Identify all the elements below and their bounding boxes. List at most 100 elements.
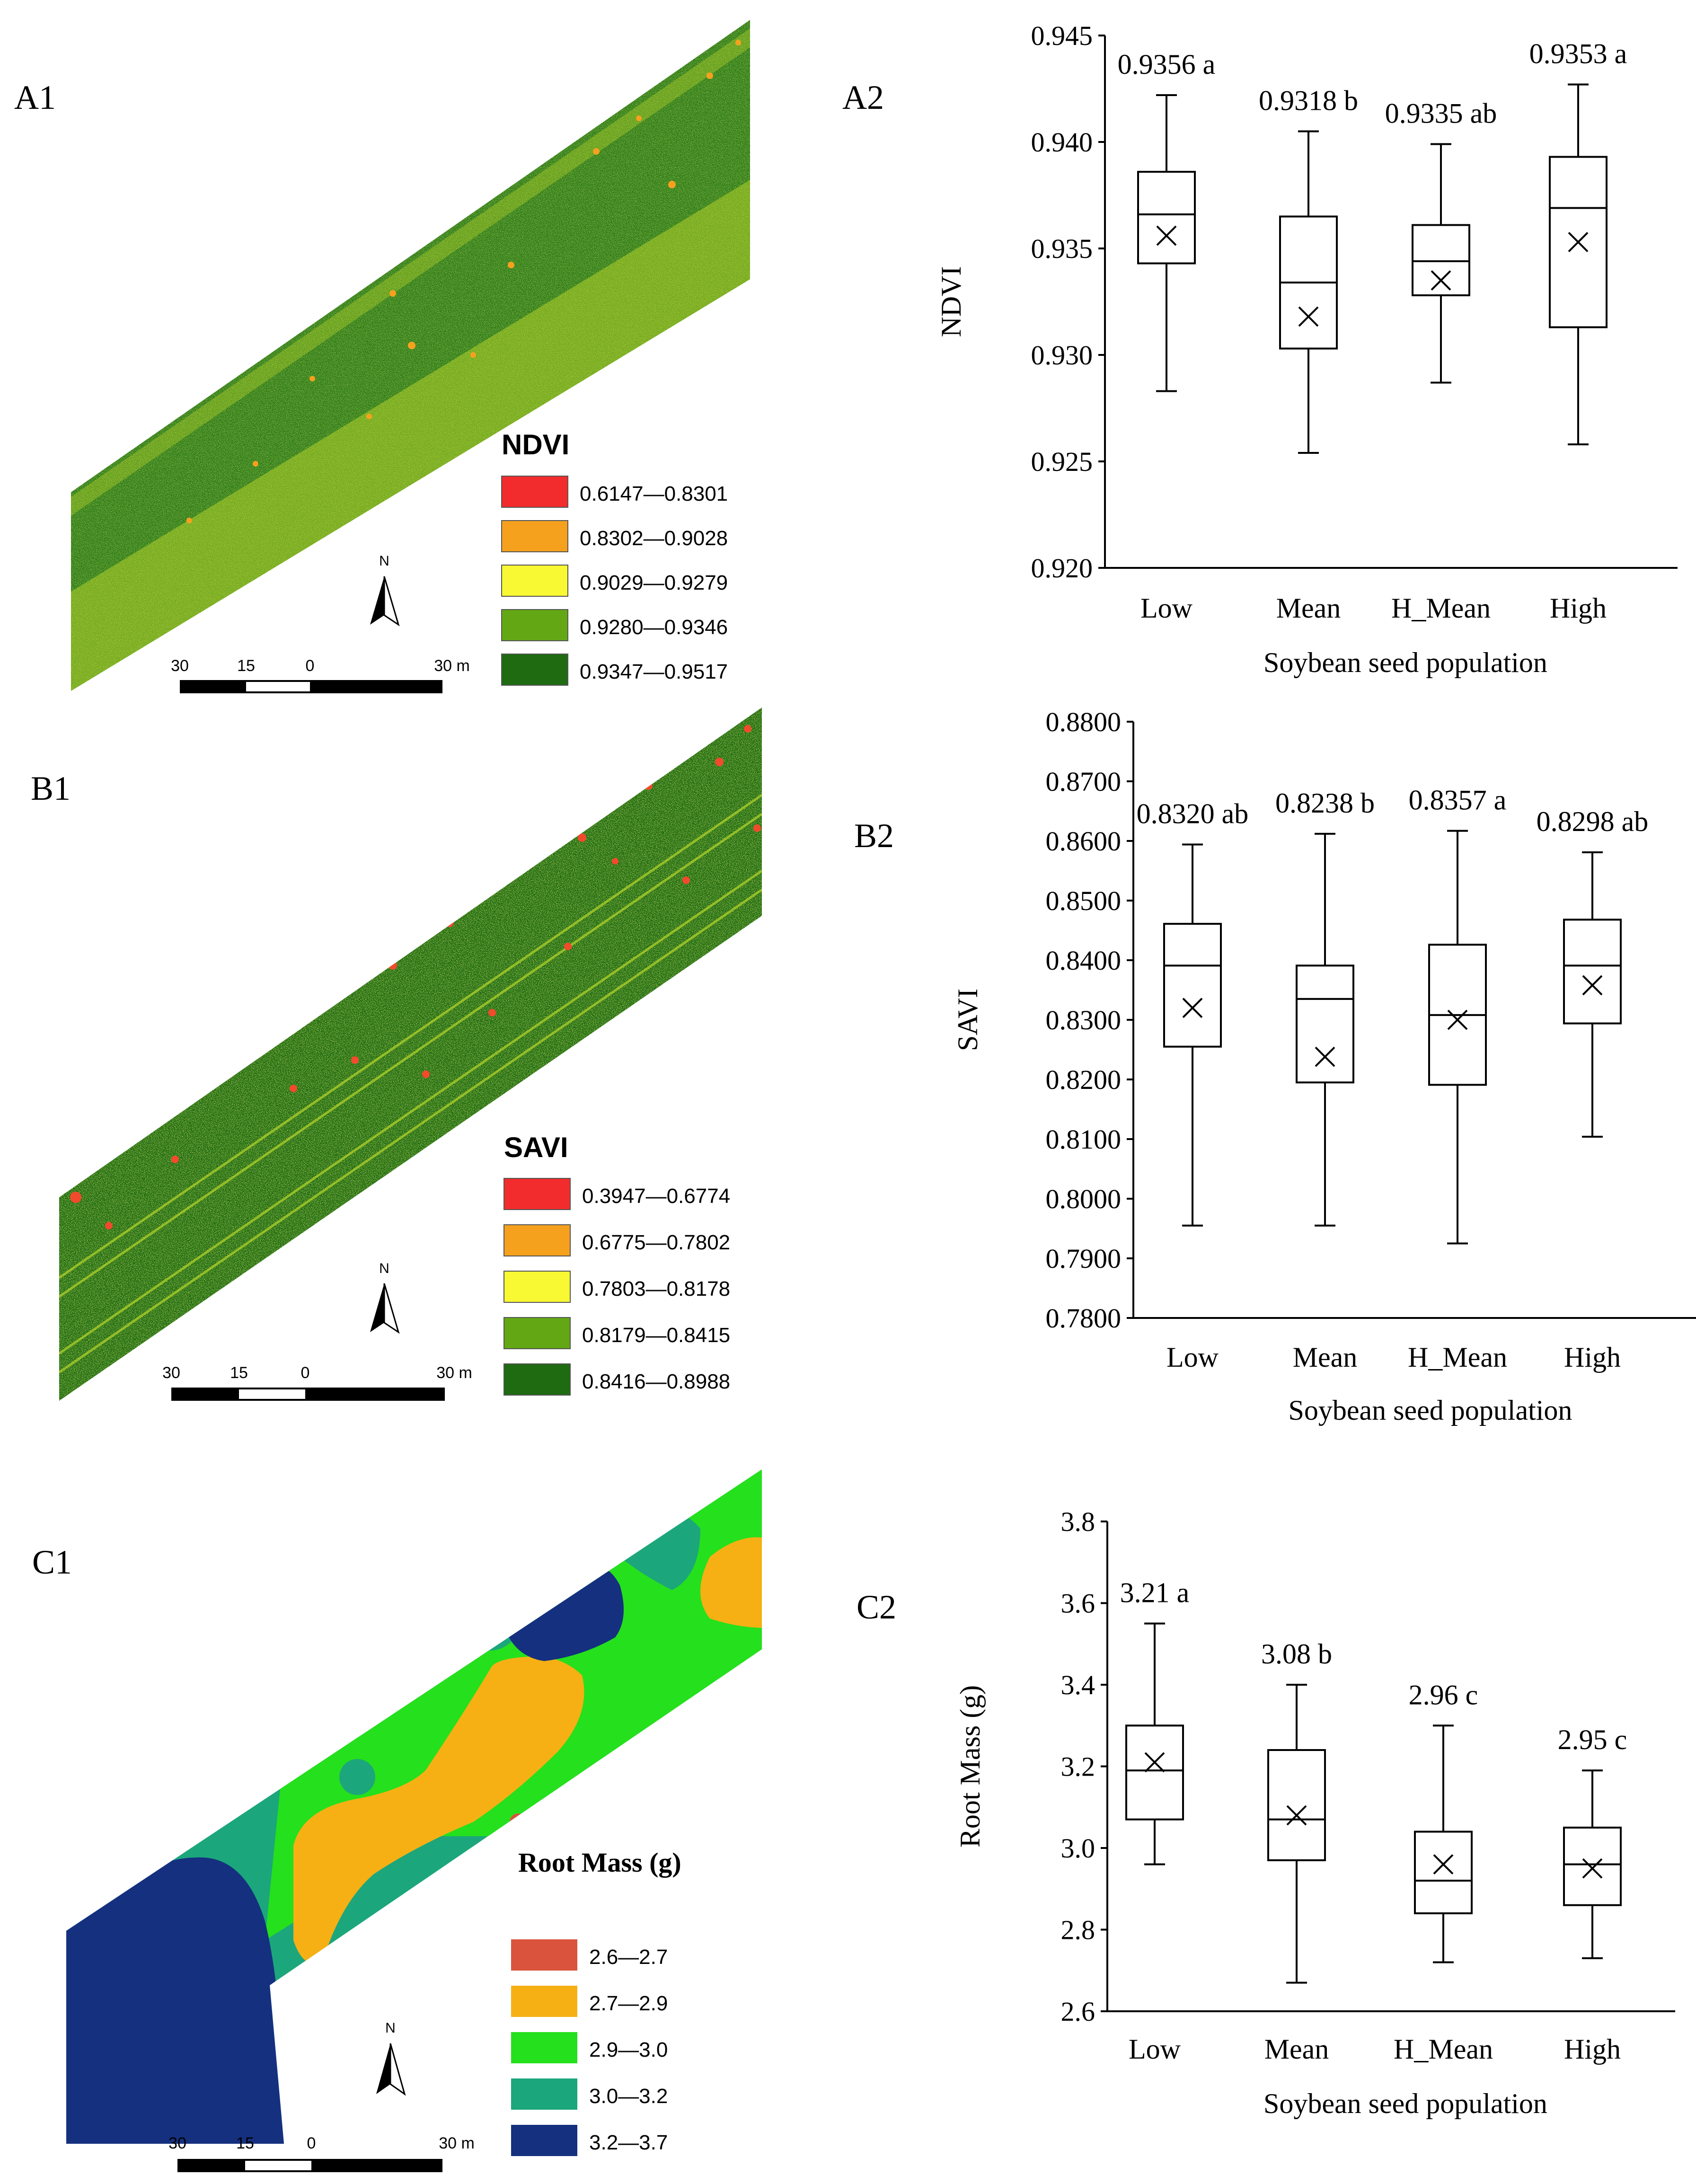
savi-legend-label-5: 0.8416—0.8988 bbox=[582, 1370, 730, 1393]
y-tick-label: 0.8100 bbox=[1046, 1124, 1122, 1155]
x-axis-title: Soybean seed population bbox=[1263, 2088, 1547, 2119]
savi-boxplot: 0.8800 0.8700 0.8600 0.8500 0.8400 0.8300 0.82… bbox=[952, 707, 1696, 1426]
scale-bar-white-segment bbox=[245, 2161, 311, 2170]
scale-label-30m: 30 m bbox=[439, 2134, 475, 2152]
y-tick-label: 0.8500 bbox=[1046, 885, 1122, 916]
mean-annotation: 0.8298 ab bbox=[1537, 806, 1649, 837]
savi-legend-swatch-2 bbox=[504, 1224, 571, 1256]
savi-legend-label-2: 0.6775—0.7802 bbox=[582, 1231, 730, 1254]
box-high: 0.9353 a bbox=[1529, 38, 1627, 445]
panel-label-b2: B2 bbox=[854, 817, 894, 855]
box-low: 3.21 a bbox=[1120, 1577, 1189, 1866]
x-tick-label: High bbox=[1564, 1342, 1621, 1373]
x-tick-label: H_Mean bbox=[1391, 592, 1491, 624]
savi-legend: 0.3947—0.6774 0.6775—0.7802 0.7803—0.817… bbox=[504, 1178, 730, 1396]
scale-label-0: 0 bbox=[307, 2134, 316, 2152]
rm-legend-label-4: 3.0—3.2 bbox=[589, 2085, 668, 2108]
rm-legend-label-1: 2.6—2.7 bbox=[589, 1945, 668, 1969]
rm-north-label: N bbox=[385, 2020, 396, 2036]
rm-legend-swatch-1 bbox=[511, 1939, 577, 1971]
panel-label-a1: A1 bbox=[14, 79, 56, 116]
ndvi-legend-label-4: 0.9280—0.9346 bbox=[580, 616, 728, 639]
scale-label-30-left: 30 bbox=[168, 2134, 186, 2152]
iqr-box bbox=[1563, 919, 1622, 1025]
y-axis-title: Root Mass (g) bbox=[954, 1685, 986, 1848]
ndvi-legend-swatch-1 bbox=[501, 476, 568, 508]
iqr-box bbox=[1414, 1830, 1473, 1914]
box-high: 0.8298 ab bbox=[1537, 806, 1649, 1138]
y-tick-label: 0.8000 bbox=[1046, 1184, 1122, 1214]
iqr-box bbox=[1267, 1749, 1326, 1861]
savi-legend-title: SAVI bbox=[504, 1132, 568, 1163]
mean-annotation: 0.8357 a bbox=[1409, 785, 1507, 816]
ndvi-legend-label-5: 0.9347—0.9517 bbox=[580, 660, 728, 683]
rm-legend-swatch-5 bbox=[511, 2125, 577, 2156]
iqr-box bbox=[1412, 224, 1470, 296]
box-h-mean: 0.9335 ab bbox=[1385, 98, 1497, 384]
scale-label-30m: 30 m bbox=[434, 657, 470, 675]
mean-annotation: 0.8238 b bbox=[1275, 787, 1375, 819]
rm-legend-title: Root Mass (g) bbox=[518, 1847, 681, 1878]
ndvi-legend: 0.6147—0.8301 0.8302—0.9028 0.9029—0.927… bbox=[501, 476, 728, 686]
y-tick-label: 3.8 bbox=[1061, 1506, 1095, 1537]
savi-legend-swatch-1 bbox=[504, 1178, 571, 1210]
mean-annotation: 0.9356 a bbox=[1118, 49, 1216, 80]
rm-legend-label-2: 2.7—2.9 bbox=[589, 1992, 668, 2015]
savi-scale-bar: 30 15 0 30 m bbox=[162, 1364, 472, 1401]
north-arrow-left-icon bbox=[376, 2043, 390, 2094]
rm-navy-zone bbox=[66, 1857, 284, 2144]
panel-label-a2: A2 bbox=[842, 79, 884, 116]
mean-annotation: 3.08 b bbox=[1261, 1638, 1332, 1670]
box-high: 2.95 c bbox=[1558, 1724, 1627, 1959]
y-tick-label: 3.4 bbox=[1061, 1670, 1095, 1700]
root-mass-boxplot: 3.8 3.6 3.4 3.2 3.0 2.8 2.6 Root Mass (g) Soybea… bbox=[954, 1506, 1675, 2119]
savi-legend-swatch-5 bbox=[504, 1363, 571, 1396]
rm-legend-label-3: 2.9—3.0 bbox=[589, 2038, 668, 2061]
x-tick-label: Mean bbox=[1264, 2034, 1329, 2065]
box-low: 0.8320 ab bbox=[1137, 798, 1249, 1227]
ndvi-top-band bbox=[71, 28, 750, 516]
mean-marker bbox=[1144, 1752, 1165, 1773]
scale-label-30-left: 30 bbox=[171, 657, 189, 675]
y-tick-label: 0.7800 bbox=[1046, 1303, 1122, 1334]
savi-legend-label-3: 0.7803—0.8178 bbox=[582, 1277, 730, 1300]
mean-marker bbox=[1156, 225, 1177, 246]
ndvi-map: NDVI 0.6147—0.8301 0.8302—0.9028 0.9029—… bbox=[71, 20, 750, 693]
savi-map: SAVI 0.3947—0.6774 0.6775—0.7802 0.7803—… bbox=[59, 707, 762, 1401]
y-tick-label: 0.925 bbox=[1031, 446, 1093, 477]
mean-annotation: 2.95 c bbox=[1558, 1724, 1627, 1755]
iqr-box bbox=[1163, 923, 1222, 1048]
mean-annotation: 0.9318 b bbox=[1259, 85, 1358, 116]
y-tick-label: 0.935 bbox=[1031, 233, 1093, 264]
rm-legend: 2.6—2.7 2.7—2.9 2.9—3.0 3.0—3.2 3.2—3.7 bbox=[511, 1939, 668, 2156]
savi-north-label: N bbox=[379, 1261, 389, 1276]
mean-marker bbox=[1182, 998, 1203, 1018]
y-axis-title: NDVI bbox=[936, 266, 967, 337]
north-arrow-right-icon bbox=[383, 576, 400, 627]
box-h-mean: 2.96 c bbox=[1409, 1679, 1478, 1963]
ndvi-legend-label-3: 0.9029—0.9279 bbox=[580, 571, 728, 594]
scale-label-15: 15 bbox=[236, 2134, 254, 2152]
y-tick-label: 0.945 bbox=[1031, 20, 1093, 51]
scale-label-15: 15 bbox=[230, 1364, 248, 1382]
mean-annotation: 0.8320 ab bbox=[1137, 798, 1249, 830]
ndvi-boxplot: 0.945 0.940 0.935 0.930 0.925 0.920 NDVI Soybea… bbox=[936, 20, 1678, 678]
mean-annotation: 0.9353 a bbox=[1529, 38, 1627, 70]
ndvi-legend-swatch-2 bbox=[501, 520, 568, 552]
y-tick-label: 0.7900 bbox=[1046, 1243, 1122, 1274]
ndvi-north-label: N bbox=[379, 553, 389, 569]
x-tick-label: Mean bbox=[1276, 592, 1341, 624]
y-axis-title: SAVI bbox=[952, 989, 983, 1051]
savi-tracks bbox=[59, 794, 762, 1374]
ndvi-yellow-band bbox=[71, 180, 750, 691]
scale-label-30m: 30 m bbox=[436, 1364, 472, 1382]
rm-red-spot bbox=[510, 1813, 527, 1830]
ndvi-spots bbox=[186, 40, 741, 523]
panel-label-c1: C1 bbox=[32, 1543, 72, 1581]
ndvi-legend-title: NDVI bbox=[502, 429, 569, 460]
box-mean: 0.8238 b bbox=[1275, 787, 1375, 1227]
savi-north-arrow: N bbox=[370, 1261, 400, 1334]
mean-marker bbox=[1315, 1046, 1335, 1067]
mean-marker bbox=[1447, 1009, 1468, 1030]
